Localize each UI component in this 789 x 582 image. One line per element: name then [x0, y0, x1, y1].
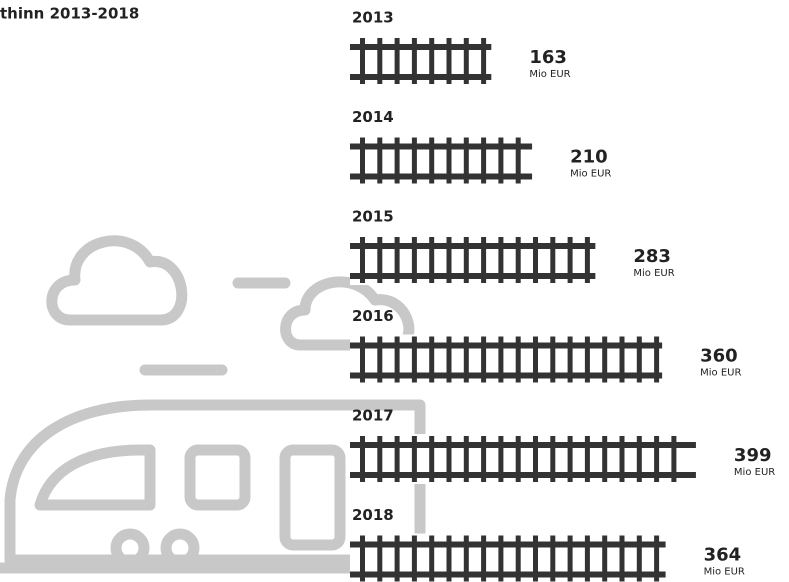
value-label: 210: [570, 147, 608, 168]
track-rail: [350, 273, 595, 279]
track-bar: [350, 434, 696, 484]
track-rail: [350, 373, 662, 379]
chart: thinn 2013-2018 2013163Mio EUR2014210Mio…: [0, 0, 789, 582]
track-bar: [350, 335, 662, 385]
track-rail: [350, 174, 532, 180]
unit-label: Mio EUR: [529, 69, 570, 80]
track-rail: [350, 472, 696, 478]
category-label: 2014: [352, 108, 394, 126]
train-window: [190, 450, 245, 505]
track-rail: [350, 44, 491, 50]
chart-title: thinn 2013-2018: [0, 5, 139, 23]
train-wheel: [166, 534, 194, 562]
track-rail: [350, 343, 662, 349]
train-window: [40, 450, 150, 505]
train-door: [285, 450, 340, 545]
category-label: 2015: [352, 208, 394, 226]
track-rail: [350, 542, 666, 548]
cloud: [52, 241, 182, 320]
unit-label: Mio EUR: [734, 467, 775, 478]
unit-label: Mio EUR: [700, 368, 741, 379]
value-label: 283: [633, 246, 671, 267]
track-rail: [350, 442, 696, 448]
track-bar: [350, 534, 666, 582]
track-bar: [350, 36, 491, 86]
train-wheel: [116, 534, 144, 562]
category-label: 2017: [352, 407, 394, 425]
category-label: 2013: [352, 9, 394, 27]
unit-label: Mio EUR: [633, 268, 674, 279]
category-label: 2016: [352, 307, 394, 325]
value-label: 399: [734, 445, 772, 466]
track-rail: [350, 572, 666, 578]
track-rail: [350, 74, 491, 80]
value-label: 163: [529, 47, 567, 68]
track-bar: [350, 235, 595, 285]
unit-label: Mio EUR: [570, 169, 611, 180]
value-label: 360: [700, 346, 738, 367]
track-rail: [350, 243, 595, 249]
unit-label: Mio EUR: [704, 567, 745, 578]
category-label: 2018: [352, 506, 394, 524]
page: thinn 2013-2018 2013163Mio EUR2014210Mio…: [0, 0, 789, 582]
value-label: 364: [704, 545, 742, 566]
track-rail: [350, 144, 532, 150]
track-bar: [350, 136, 532, 186]
